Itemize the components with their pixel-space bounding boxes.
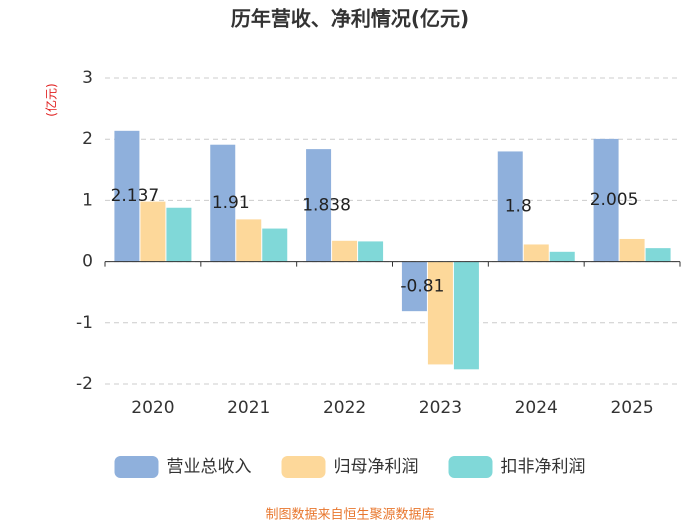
chart-title: 历年营收、净利情况(亿元) [231,7,469,31]
legend-swatch [448,456,493,478]
bar [166,207,192,262]
legend-label: 归母净利润 [334,457,419,477]
y-axis-label: (亿元) [44,83,59,116]
legend-label: 营业总收入 [167,457,252,477]
legend-label: 扣非净利润 [501,457,586,477]
bar [593,138,619,262]
bar [262,228,288,262]
legend-swatch [281,456,326,478]
source-note: 制图数据来自恒生聚源数据库 [265,507,434,523]
bar [619,238,645,262]
y-tick-label: 0 [82,252,93,272]
data-label: 1.91 [212,193,250,213]
data-label: 1.838 [302,195,351,215]
y-tick-label: 1 [82,190,93,210]
bar [114,130,140,262]
bar [358,241,384,262]
data-label: 1.8 [505,197,532,217]
bar [453,261,479,370]
data-label: 2.137 [111,186,160,206]
x-tick-label: 2022 [323,398,366,418]
x-tick-label: 2020 [131,398,174,418]
x-tick-label: 2025 [610,398,653,418]
data-label: -0.81 [400,276,444,296]
bar [523,244,549,262]
data-label: 2.005 [590,190,639,210]
x-tick-label: 2023 [419,398,462,418]
bar [401,261,427,312]
y-tick-label: 3 [82,68,93,88]
bar [497,151,523,262]
bar [549,251,575,262]
y-tick-label: -1 [76,313,93,333]
x-tick-label: 2024 [515,398,558,418]
x-tick-label: 2021 [227,398,270,418]
bar [210,144,236,262]
legend: 营业总收入 归母净利润 扣非净利润 [114,456,586,478]
legend-swatch [114,456,159,478]
bar [332,240,358,262]
y-tick-label: 2 [82,129,93,149]
bar [306,149,332,262]
bar [236,219,262,262]
bar [645,248,671,262]
y-tick-label: -2 [76,374,93,394]
bar [140,201,166,262]
bar [427,261,453,365]
